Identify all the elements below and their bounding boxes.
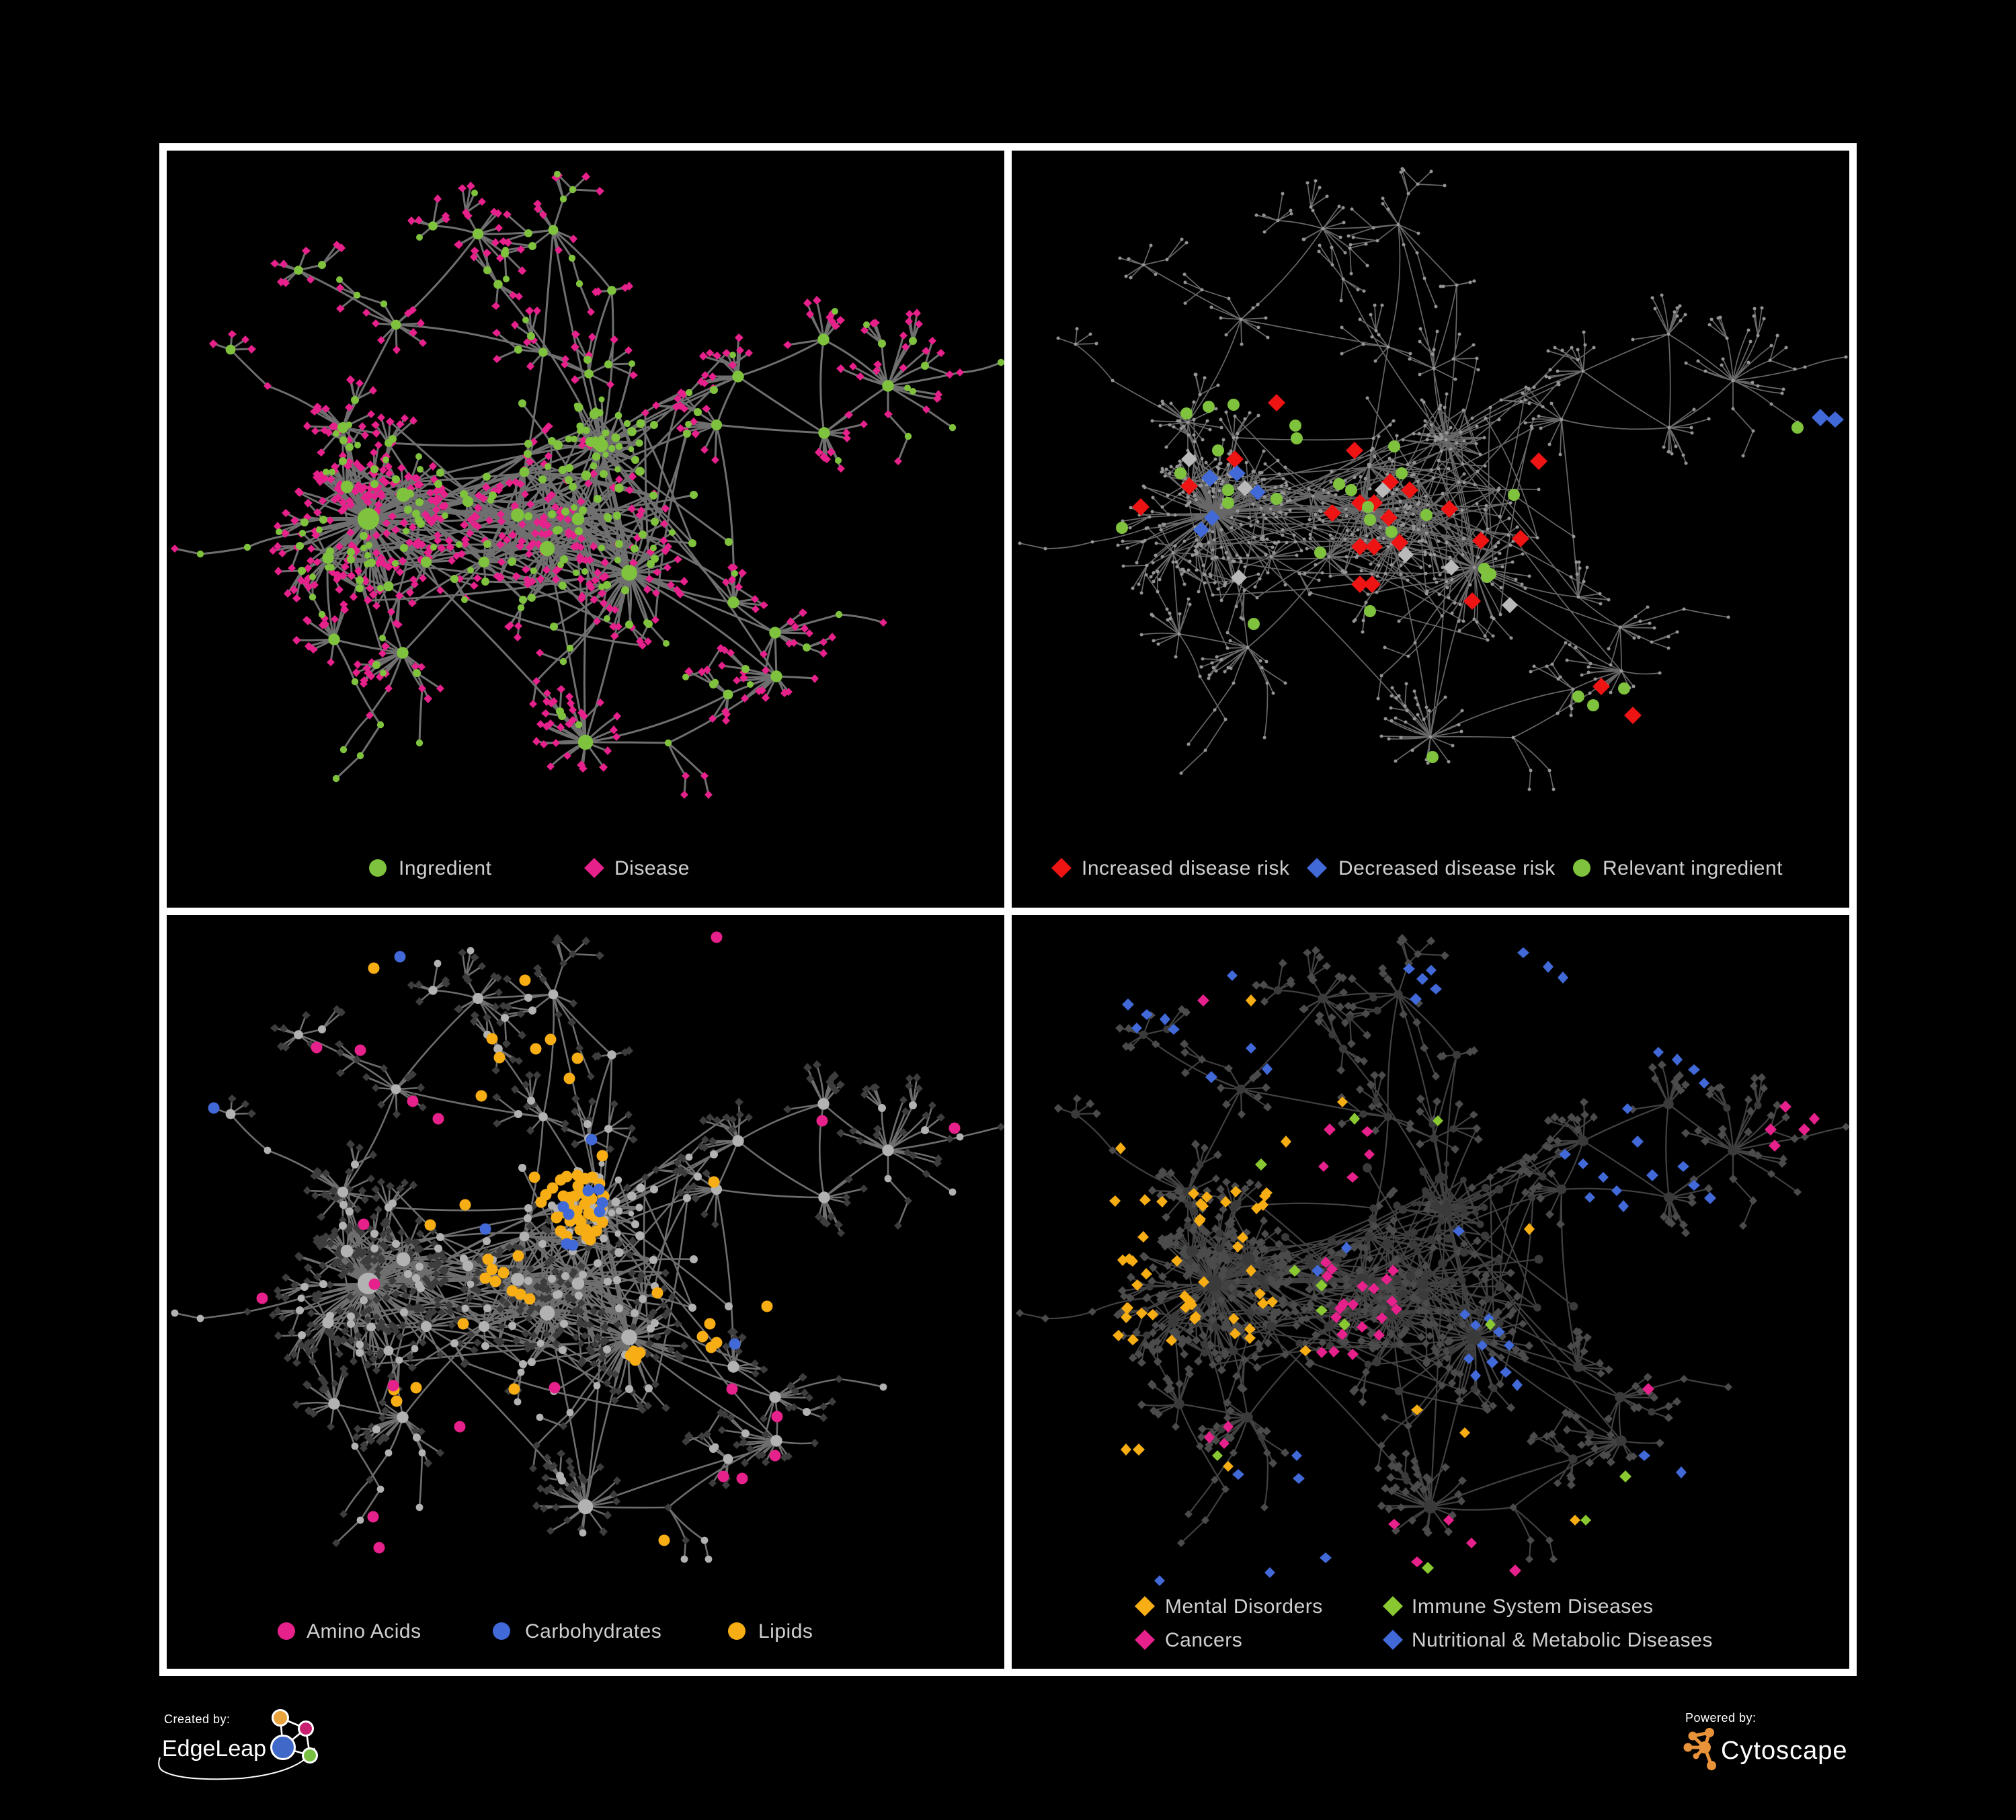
svg-text:Ingredient: Ingredient <box>399 857 492 879</box>
svg-text:Nutritional & Metabolic Diseas: Nutritional & Metabolic Diseases <box>1412 1629 1713 1651</box>
svg-text:Amino Acids: Amino Acids <box>307 1620 421 1643</box>
svg-text:Mental Disorders: Mental Disorders <box>1165 1595 1323 1618</box>
svg-text:Created by:: Created by: <box>164 1712 231 1726</box>
svg-text:Disease: Disease <box>614 857 690 879</box>
svg-text:Lipids: Lipids <box>758 1620 813 1643</box>
svg-text:Decreased disease risk: Decreased disease risk <box>1338 857 1556 879</box>
svg-text:Carbohydrates: Carbohydrates <box>525 1620 661 1643</box>
svg-text:Increased disease risk: Increased disease risk <box>1082 857 1290 879</box>
svg-text:Relevant ingredient: Relevant ingredient <box>1603 857 1783 879</box>
svg-text:EdgeLeap: EdgeLeap <box>162 1736 266 1762</box>
svg-text:Powered by:: Powered by: <box>1685 1711 1757 1725</box>
svg-text:Immune System Diseases: Immune System Diseases <box>1412 1595 1653 1618</box>
svg-text:Cancers: Cancers <box>1165 1629 1242 1651</box>
svg-text:Cytoscape: Cytoscape <box>1721 1737 1848 1765</box>
